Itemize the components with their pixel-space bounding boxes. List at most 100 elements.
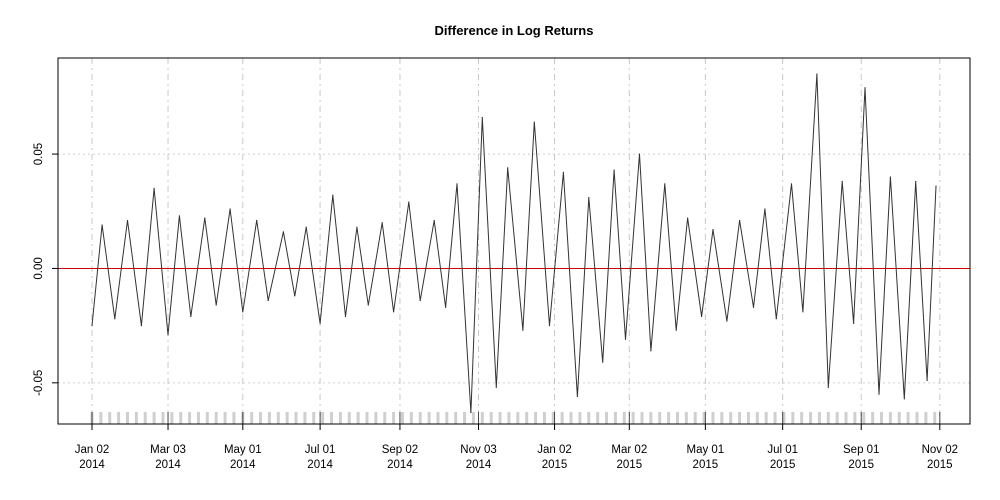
data-point: [91, 325, 93, 327]
x-tick-label-year: 2014: [387, 459, 413, 471]
data-point: [664, 183, 666, 185]
data-point: [562, 171, 565, 173]
data-point: [305, 226, 307, 228]
data-point: [267, 299, 269, 302]
x-tick-label-year: 2014: [466, 459, 492, 471]
data-point: [507, 167, 509, 169]
data-point: [533, 121, 535, 123]
x-tick-label-date: May 01: [686, 444, 724, 456]
data-point: [356, 226, 358, 228]
x-tick-label-year: 2015: [927, 459, 953, 471]
data-point: [367, 304, 369, 306]
data-point: [624, 338, 627, 340]
x-tick-label-date: Nov 03: [460, 444, 496, 456]
x-tick-label-date: Nov 02: [922, 444, 958, 456]
data-point: [588, 196, 590, 199]
data-point: [256, 219, 258, 222]
x-tick-label-date: Jul 01: [305, 444, 336, 456]
data-point: [841, 180, 843, 183]
data-point: [178, 215, 181, 217]
x-tick-label-date: Mar 03: [150, 444, 186, 456]
data-point: [816, 73, 818, 75]
data-point: [319, 322, 321, 324]
data-point: [576, 395, 578, 398]
data-point: [190, 315, 192, 318]
data-point: [140, 325, 143, 327]
data-point: [215, 304, 217, 306]
data-point: [935, 185, 937, 187]
data-point: [204, 217, 206, 219]
data-point: [687, 217, 689, 219]
data-point: [433, 219, 435, 222]
data-point: [726, 320, 728, 322]
data-point: [878, 393, 880, 395]
x-tick-label-date: May 01: [224, 444, 262, 456]
data-point: [381, 222, 383, 224]
data-point: [481, 116, 483, 119]
x-tick-label-date: Sep 01: [843, 444, 879, 456]
data-point: [294, 295, 296, 297]
y-tick-label: 0.05: [33, 143, 45, 165]
data-point: [802, 311, 804, 313]
data-point: [548, 325, 551, 327]
data-point: [101, 224, 103, 226]
data-point: [242, 311, 244, 313]
y-tick-label: -0.05: [33, 370, 45, 396]
x-tick-label-date: Sep 02: [382, 444, 418, 456]
x-tick-label-year: 2014: [230, 459, 256, 471]
data-point: [864, 87, 866, 89]
data-point: [153, 187, 155, 189]
data-point: [114, 318, 116, 320]
series-line: [91, 73, 937, 413]
data-point: [903, 398, 905, 400]
data-point: [827, 386, 829, 388]
data-point: [650, 350, 652, 352]
y-tick-label: 0.00: [33, 257, 45, 279]
data-point: [700, 315, 703, 318]
data-point: [853, 322, 855, 324]
data-point: [738, 219, 741, 222]
data-point: [126, 219, 129, 222]
data-point: [393, 311, 395, 313]
data-point: [419, 299, 421, 302]
x-tick-label-date: Jan 02: [75, 444, 110, 456]
data-point: [332, 194, 334, 196]
data-point: [613, 169, 615, 171]
data-point: [926, 379, 928, 382]
chart-title: Difference in Log Returns: [435, 23, 594, 38]
x-tick-label-year: 2014: [155, 459, 181, 471]
data-point: [602, 361, 604, 363]
data-point: [764, 208, 766, 210]
x-tick-label-date: Jul 01: [767, 444, 798, 456]
data-point: [752, 306, 755, 308]
data-point: [889, 176, 891, 178]
data-point: [344, 315, 347, 318]
data-point: [470, 411, 472, 414]
x-tick-label-year: 2015: [542, 459, 568, 471]
x-tick-label-year: 2015: [770, 459, 796, 471]
data-point: [712, 228, 714, 231]
data-point: [229, 208, 231, 210]
data-point: [675, 329, 677, 331]
x-tick-label-year: 2015: [693, 459, 719, 471]
x-tick-label-date: Mar 02: [611, 444, 647, 456]
data-point: [790, 183, 793, 185]
data-point: [638, 153, 641, 155]
data-point: [167, 334, 169, 336]
data-point: [456, 183, 458, 185]
data-point: [444, 306, 447, 308]
data-point: [915, 180, 917, 183]
data-point: [522, 329, 524, 331]
data-point: [408, 201, 410, 203]
x-tick-label-date: Jan 02: [537, 444, 572, 456]
x-tick-label-year: 2014: [79, 459, 105, 471]
x-tick-label-year: 2015: [617, 459, 643, 471]
data-point: [282, 231, 284, 233]
plot-frame: [57, 57, 971, 425]
data-point: [775, 318, 777, 320]
x-tick-label-year: 2015: [848, 459, 874, 471]
x-tick-label-year: 2014: [307, 459, 333, 471]
data-point: [495, 386, 497, 388]
